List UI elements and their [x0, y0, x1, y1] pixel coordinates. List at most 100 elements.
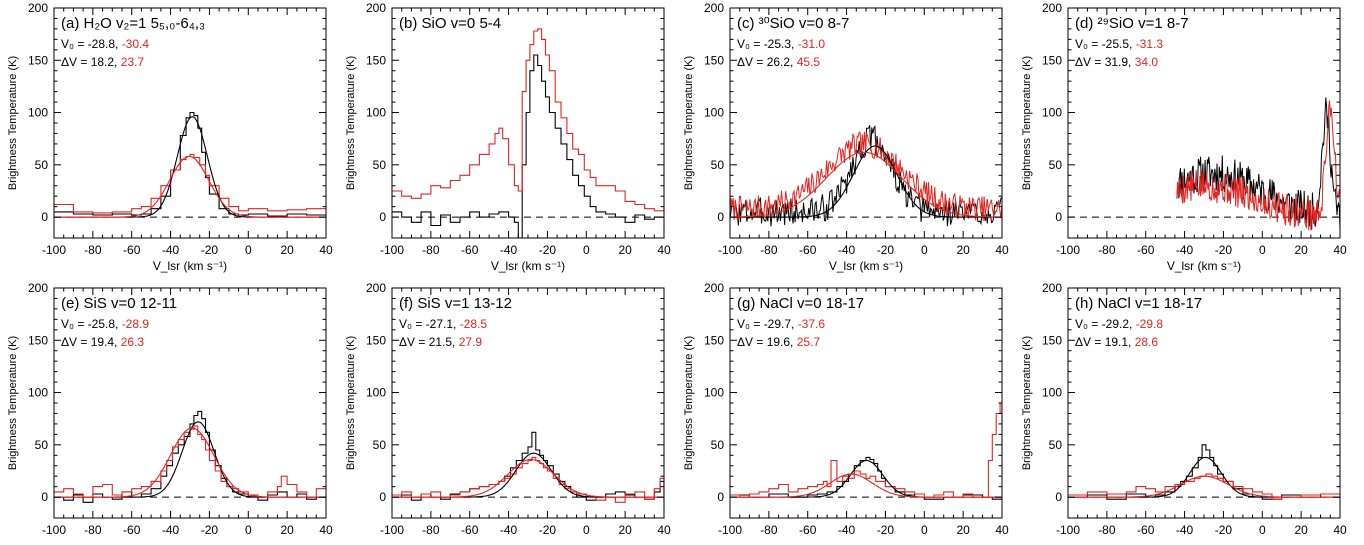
- dv-annotation: ΔV = 31.9, 34.0: [1075, 55, 1158, 69]
- x-tick-label: -20: [877, 523, 895, 537]
- y-tick-label: 50: [35, 158, 49, 172]
- dv-label: ΔV = 18.2,: [61, 55, 121, 69]
- spectrum-series: [392, 431, 664, 501]
- x-tick-label: -40: [838, 243, 856, 257]
- dv-annotation: ΔV = 21.5, 27.9: [399, 335, 482, 349]
- v0-red-value: -37.6: [798, 317, 826, 331]
- spectrum-series: [730, 402, 1002, 498]
- v0-annotation: V₀ = -25.8, -28.9: [61, 317, 149, 331]
- panel-title: (h) NaCl v=1 18-17: [1075, 295, 1202, 312]
- x-tick-label: -80: [84, 243, 102, 257]
- spectrum-series: [730, 456, 1002, 500]
- x-tick-label: 20: [956, 243, 970, 257]
- chart-panel: -100 -80 -60 -40 -20 0 20 40 0 50 100 150 200 Brightn…: [683, 1, 1009, 273]
- x-tick-label: -20: [1215, 243, 1233, 257]
- gaussian-fit: [730, 473, 1002, 498]
- spectrum-series: [54, 153, 326, 214]
- x-tick-label: -100: [1056, 523, 1080, 537]
- y-tick-label: 200: [1042, 281, 1062, 295]
- x-tick-label: -100: [718, 243, 742, 257]
- x-tick-label: 40: [657, 523, 671, 537]
- plot-area: [392, 431, 664, 503]
- spectrum-series: [1176, 97, 1340, 230]
- v0-annotation: V₀ = -29.2, -29.8: [1075, 317, 1163, 331]
- y-tick-label: 50: [35, 438, 49, 452]
- chart-panel: -100 -80 -60 -40 -20 0 20 40 0 50 100 150 200 Brightn…: [1021, 1, 1347, 273]
- x-tick-label: -20: [201, 243, 219, 257]
- x-tick-label: -20: [201, 523, 219, 537]
- dv-red-value: 45.5: [797, 55, 821, 69]
- x-tick-label: -40: [1176, 243, 1194, 257]
- x-tick-label: 40: [995, 243, 1009, 257]
- chart-panel: -100 -80 -60 -40 -20 0 20 40 0 50 100 150 200 Brightn…: [345, 281, 671, 545]
- y-tick-label: 150: [366, 333, 386, 347]
- y-tick-label: 200: [28, 1, 48, 15]
- chart-panel: -100 -80 -60 -40 -20 0 20 40 0 50 100 150 200 Brightn…: [345, 1, 671, 273]
- y-tick-label: 150: [28, 53, 48, 67]
- x-tick-label: -60: [461, 523, 479, 537]
- y-tick-label: 0: [717, 210, 724, 224]
- x-tick-label: 20: [618, 523, 632, 537]
- x-tick-label: 40: [1333, 243, 1347, 257]
- y-tick-label: 200: [28, 281, 48, 295]
- y-tick-label: 0: [379, 210, 386, 224]
- y-tick-label: 150: [704, 333, 724, 347]
- plot-area: [54, 410, 326, 503]
- y-tick-label: 100: [28, 386, 48, 400]
- y-tick-label: 150: [704, 53, 724, 67]
- v0-label: V₀ = -29.2,: [1075, 317, 1136, 331]
- plot-area: [730, 125, 1002, 227]
- x-axis-label: V_lsr (km s⁻¹): [491, 259, 565, 273]
- x-tick-label: 20: [1294, 243, 1308, 257]
- dv-label: ΔV = 26.2,: [737, 55, 797, 69]
- y-tick-label: 50: [1049, 438, 1063, 452]
- x-tick-label: -40: [1176, 523, 1194, 537]
- x-tick-label: 0: [245, 243, 252, 257]
- x-tick-label: -20: [1215, 523, 1233, 537]
- x-tick-label: 40: [1333, 523, 1347, 537]
- x-tick-label: -60: [123, 243, 141, 257]
- dv-annotation: ΔV = 19.6, 25.7: [737, 335, 820, 349]
- y-axis-label: Brightness Temperature (K): [683, 56, 695, 190]
- x-tick-label: -40: [838, 523, 856, 537]
- x-tick-label: -20: [877, 243, 895, 257]
- v0-red-value: -28.9: [122, 317, 150, 331]
- v0-annotation: V₀ = -28.8, -30.4: [61, 37, 149, 51]
- dv-red-value: 23.7: [121, 55, 145, 69]
- x-tick-label: -100: [42, 243, 66, 257]
- x-tick-label: -60: [1137, 243, 1155, 257]
- y-tick-label: 200: [704, 281, 724, 295]
- x-tick-label: -80: [1098, 523, 1116, 537]
- dv-annotation: ΔV = 19.4, 26.3: [61, 335, 144, 349]
- y-tick-label: 200: [366, 1, 386, 15]
- x-axis-label: V_lsr (km s⁻¹): [829, 259, 903, 273]
- chart-panel: -100 -80 -60 -40 -20 0 20 40 0 50 100 150 200 Brightn…: [1021, 281, 1347, 545]
- y-tick-label: 50: [711, 158, 725, 172]
- v0-label: V₀ = -27.1,: [399, 317, 460, 331]
- chart-panel: -100 -80 -60 -40 -20 0 20 40 0 50 100 150 200 Brightn…: [7, 1, 333, 273]
- spectrum-series: [54, 111, 326, 217]
- x-tick-label: -20: [539, 243, 557, 257]
- plot-area: [1068, 444, 1340, 500]
- y-tick-label: 100: [1042, 106, 1062, 120]
- dv-label: ΔV = 19.6,: [737, 335, 797, 349]
- y-tick-label: 0: [41, 490, 48, 504]
- y-axis-label: Brightness Temperature (K): [7, 336, 19, 470]
- chart-panel: -100 -80 -60 -40 -20 0 20 40 0 50 100 150 200 Brightn…: [7, 281, 333, 545]
- y-tick-label: 0: [1055, 490, 1062, 504]
- dv-label: ΔV = 19.4,: [61, 335, 121, 349]
- x-tick-label: 20: [280, 523, 294, 537]
- x-tick-label: -60: [461, 243, 479, 257]
- dv-label: ΔV = 19.1,: [1075, 335, 1135, 349]
- v0-label: V₀ = -25.3,: [737, 37, 798, 51]
- gaussian-fit: [1068, 475, 1340, 498]
- v0-annotation: V₀ = -25.3, -31.0: [737, 37, 825, 51]
- y-tick-label: 0: [379, 490, 386, 504]
- x-tick-label: -40: [500, 523, 518, 537]
- y-tick-label: 100: [366, 386, 386, 400]
- y-tick-label: 100: [366, 106, 386, 120]
- spectrum-series: [1176, 100, 1340, 231]
- panel-title: (b) SiO v=0 5-4: [399, 15, 501, 32]
- spectrum-series: [1068, 473, 1340, 500]
- x-tick-label: 0: [583, 243, 590, 257]
